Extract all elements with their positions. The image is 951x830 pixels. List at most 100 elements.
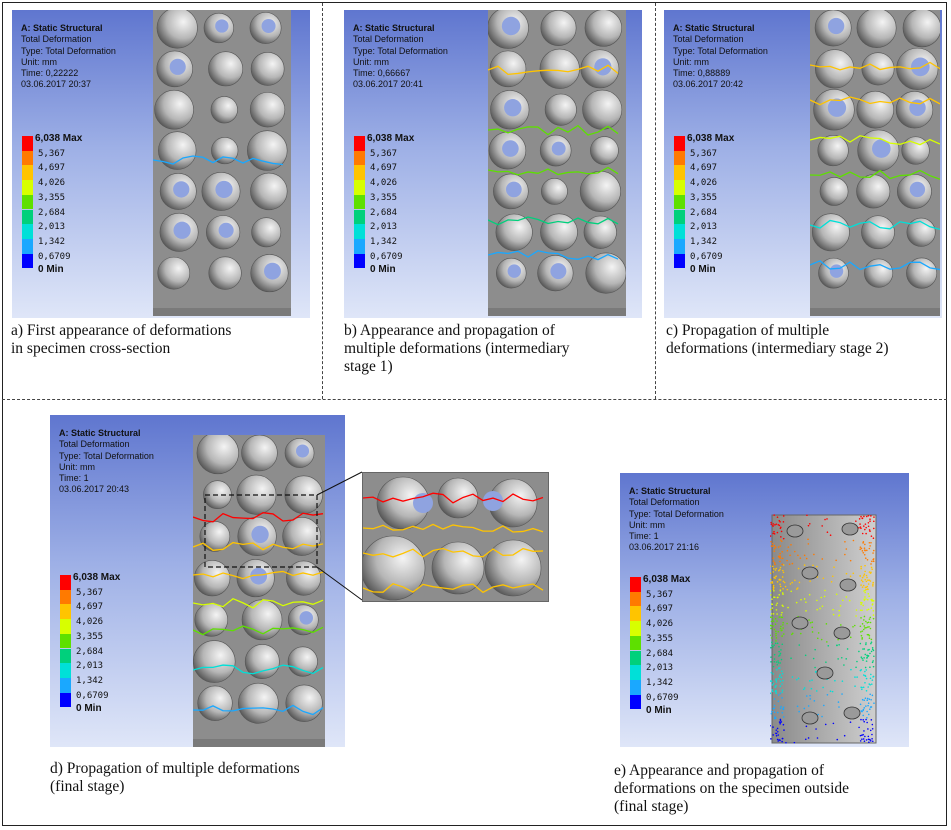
deformation-point [858, 726, 860, 729]
deformation-point [863, 599, 866, 602]
legend-value-label: 4,026 [38, 178, 66, 189]
panel-c-viewport: A: Static Structural Total Deformation T… [664, 10, 942, 318]
deformation-point [777, 523, 780, 526]
deformation-point [864, 697, 867, 699]
legend-value-label: 1,342 [690, 236, 718, 247]
deformation-point [861, 623, 864, 625]
deformation-point [771, 565, 774, 568]
deformation-point [852, 626, 854, 628]
deformation-point [861, 630, 864, 632]
pore-through-hole [250, 567, 268, 585]
deformation-point [778, 650, 780, 653]
deformation-point [862, 604, 864, 607]
deformation-point [779, 667, 781, 669]
deformation-point [871, 740, 874, 743]
deformation-point [778, 655, 780, 657]
deformation-point [862, 628, 865, 631]
deformation-point [811, 621, 814, 624]
pore-circle [856, 90, 895, 129]
deformation-contour-line [810, 135, 940, 146]
deformation-point [814, 648, 816, 651]
deformation-point [773, 628, 776, 631]
deformation-point [779, 560, 781, 563]
pore-through-hole [261, 18, 276, 34]
deformation-point [781, 711, 784, 714]
deformation-point [773, 707, 775, 710]
deformation-point [780, 616, 783, 619]
deformation-point [834, 679, 836, 682]
legend-value-label: 5,367 [38, 148, 66, 159]
deformation-point [781, 672, 784, 675]
pore-circle [817, 134, 849, 167]
deformation-contour-line [193, 625, 324, 636]
panel-c-title: A: Static Structural [673, 23, 755, 33]
deformation-point [779, 673, 781, 676]
legend-color-swatch [354, 194, 365, 210]
legend-value-label: 0,6709 [646, 692, 679, 703]
legend-value-label: 2,013 [646, 663, 674, 674]
deformation-point [867, 579, 869, 581]
deformation-point [784, 585, 787, 588]
deformation-point [849, 721, 852, 723]
deformation-point [849, 559, 852, 562]
legend-value-label: 2,684 [38, 207, 66, 218]
deformation-point [808, 522, 811, 525]
deformation-point [860, 567, 862, 570]
deformation-point [824, 723, 827, 726]
deformation-point [782, 537, 785, 540]
legend-value-label: 0,6709 [38, 251, 71, 262]
deformation-point [868, 738, 871, 741]
deformation-point [821, 525, 823, 527]
deformation-point [780, 658, 783, 661]
deformation-point [854, 676, 856, 678]
deformation-point [776, 663, 779, 666]
deformation-point [815, 690, 818, 692]
deformation-point [803, 687, 806, 689]
deformation-point [867, 728, 869, 730]
panel-b-specimen [488, 10, 626, 316]
deformation-point [835, 593, 838, 596]
legend-value-label: 1,342 [646, 677, 674, 688]
deformation-point [872, 527, 875, 530]
deformation-point [783, 729, 785, 731]
deformation-point [867, 521, 870, 524]
deformation-point [855, 609, 858, 611]
deformation-point [861, 734, 863, 737]
deformation-point [770, 712, 773, 715]
deformation-point [869, 530, 871, 533]
deformation-point [770, 656, 772, 658]
legend-color-swatch [22, 194, 33, 210]
deformation-point [840, 656, 843, 659]
deformation-point [865, 669, 868, 671]
deformation-contour-line [362, 547, 544, 558]
deformation-point [873, 702, 875, 704]
panel-b-timestamp: 03.06.2017 20:41 [353, 79, 424, 90]
deformation-point [838, 614, 840, 617]
deformation-point [791, 633, 793, 636]
deformation-point [863, 707, 866, 709]
deformation-contour-line [810, 169, 940, 180]
deformation-point [777, 546, 780, 548]
deformation-point [823, 595, 826, 598]
deformation-point [866, 558, 869, 561]
deformation-point [770, 540, 772, 543]
deformation-point [775, 681, 778, 683]
deformation-point [862, 551, 865, 554]
deformation-point [769, 578, 772, 581]
deformation-point [790, 657, 792, 660]
deformation-point [779, 662, 781, 664]
deformation-point [807, 705, 810, 707]
pore-circle [585, 252, 626, 294]
deformation-point [781, 576, 784, 578]
deformation-point [859, 548, 861, 551]
pore-through-hole [828, 17, 845, 35]
deformation-point [859, 609, 862, 612]
deformation-point [868, 529, 871, 531]
deformation-point [866, 699, 869, 702]
deformation-point [781, 635, 783, 637]
deformation-point [863, 699, 866, 702]
deformation-point [798, 644, 801, 646]
deformation-point [769, 608, 772, 611]
deformation-point [776, 581, 779, 583]
